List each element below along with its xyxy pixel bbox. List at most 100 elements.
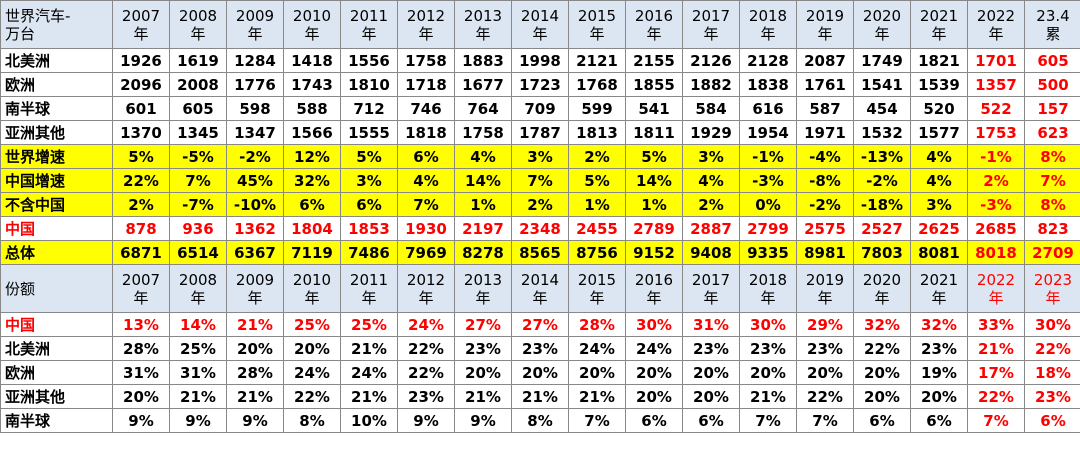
row-label: 中国增速 [0,168,113,193]
cell: 587 [796,96,854,121]
header-text: 2019 [805,270,845,289]
header-cell: 世界汽车- 万台 [0,0,113,49]
header-cell: 2021 年 [910,264,968,313]
cell: 9408 [682,240,740,265]
cell: 1926 [112,48,170,73]
cell: 31% [682,312,740,337]
header-cell: 2020 年 [853,0,911,49]
cell: 21% [226,384,284,409]
cell: 9% [454,408,512,433]
cell: 7% [796,408,854,433]
cell: 7% [511,168,569,193]
cell: 1998 [511,48,569,73]
cell: 7% [397,192,455,217]
data-row: 欧洲 2096 2008 1776 1743 1810 1718 1677 1723 1768 18… [0,72,1080,97]
cell: 29% [796,312,854,337]
header-cell: 2020 年 [853,264,911,313]
data-row: 南半球 601 605 598 588 712 746 764 709 599 541 584 616 5… [0,96,1080,121]
header-text: 年 [589,288,605,307]
header-text: 2016 [634,270,674,289]
cell: 9335 [739,240,797,265]
cell: 8% [511,408,569,433]
header-text: 年 [931,24,947,43]
cell: -1% [739,144,797,169]
cell: 1776 [226,72,284,97]
cell: 4% [910,168,968,193]
cell: 20% [853,360,911,385]
cell: -2% [796,192,854,217]
header-text: 2010 [292,270,332,289]
header-row: 世界汽车- 万台 2007 年 2008 年 2009 年 2010 年 2011 年 2012 年 201… [0,0,1080,49]
row-label: 欧洲 [0,72,113,97]
cell: 2789 [625,216,683,241]
cell: -2% [226,144,284,169]
cell: 20% [682,384,740,409]
cell: 14% [625,168,683,193]
cell: 601 [112,96,170,121]
cell: 8018 [967,240,1025,265]
cell: -2% [853,168,911,193]
header-text: 年 [874,288,890,307]
cell: 712 [340,96,398,121]
cell: 2455 [568,216,626,241]
cell: 7803 [853,240,911,265]
header-text: 2013 [463,6,503,25]
cell: 541 [625,96,683,121]
data-row: 中国 878 936 1362 1804 1853 1930 2197 2348 2455 2789… [0,216,1080,241]
cell: 13% [112,312,170,337]
cell: 2685 [967,216,1025,241]
header-text: 份额 [5,279,36,298]
header-cell: 2011 年 [340,0,398,49]
row-label: 欧洲 [0,360,113,385]
cell: 20% [226,336,284,361]
cell: 9% [112,408,170,433]
cell: 23% [682,336,740,361]
cell: 1882 [682,72,740,97]
cell: 24% [625,336,683,361]
cell: -18% [853,192,911,217]
cell: 2625 [910,216,968,241]
cell: 1818 [397,120,455,145]
cell: 9152 [625,240,683,265]
cell: 2% [682,192,740,217]
cell: 2087 [796,48,854,73]
data-row: 中国增速 22% 7% 45% 32% 3% 4% 14% 7% 5% 14% 4% -3% -8% -2%… [0,168,1080,193]
cell: 27% [454,312,512,337]
cell: 1% [454,192,512,217]
row-label: 南半球 [0,408,113,433]
cell: 6% [682,408,740,433]
header-row: 份额 2007 年 2008 年 2009 年 2010 年 2011 年 2012 年 2013 年 201… [0,264,1080,313]
cell: 20% [454,360,512,385]
header-text: 2016 [634,6,674,25]
cell: 764 [454,96,512,121]
header-text: 年 [646,288,662,307]
header-cell: 2013 年 [454,264,512,313]
header-cell: 2010 年 [283,264,341,313]
cell: 21% [226,312,284,337]
cell: 1539 [910,72,968,97]
header-cell: 2011 年 [340,264,398,313]
cell: 22% [796,384,854,409]
cell: 500 [1024,72,1080,97]
header-cell: 2016 年 [625,264,683,313]
header-text: 2019 [805,6,845,25]
cell: 2% [568,144,626,169]
cell: 20% [625,360,683,385]
cell: 20% [739,360,797,385]
header-text: 2009 [235,270,275,289]
cell: 24% [340,360,398,385]
cell: 1718 [397,72,455,97]
header-text: 2010 [292,6,332,25]
data-row: 中国 13% 14% 21% 25% 25% 24% 27% 27% 28% 30% 31% 30% 29… [0,312,1080,337]
cell: 2008 [169,72,227,97]
cell: 1% [625,192,683,217]
cell: 1555 [340,120,398,145]
cell: 12% [283,144,341,169]
cell: -7% [169,192,227,217]
cell: 2126 [682,48,740,73]
cell: 24% [397,312,455,337]
cell: 709 [511,96,569,121]
cell: 9% [226,408,284,433]
cell: 21% [340,384,398,409]
